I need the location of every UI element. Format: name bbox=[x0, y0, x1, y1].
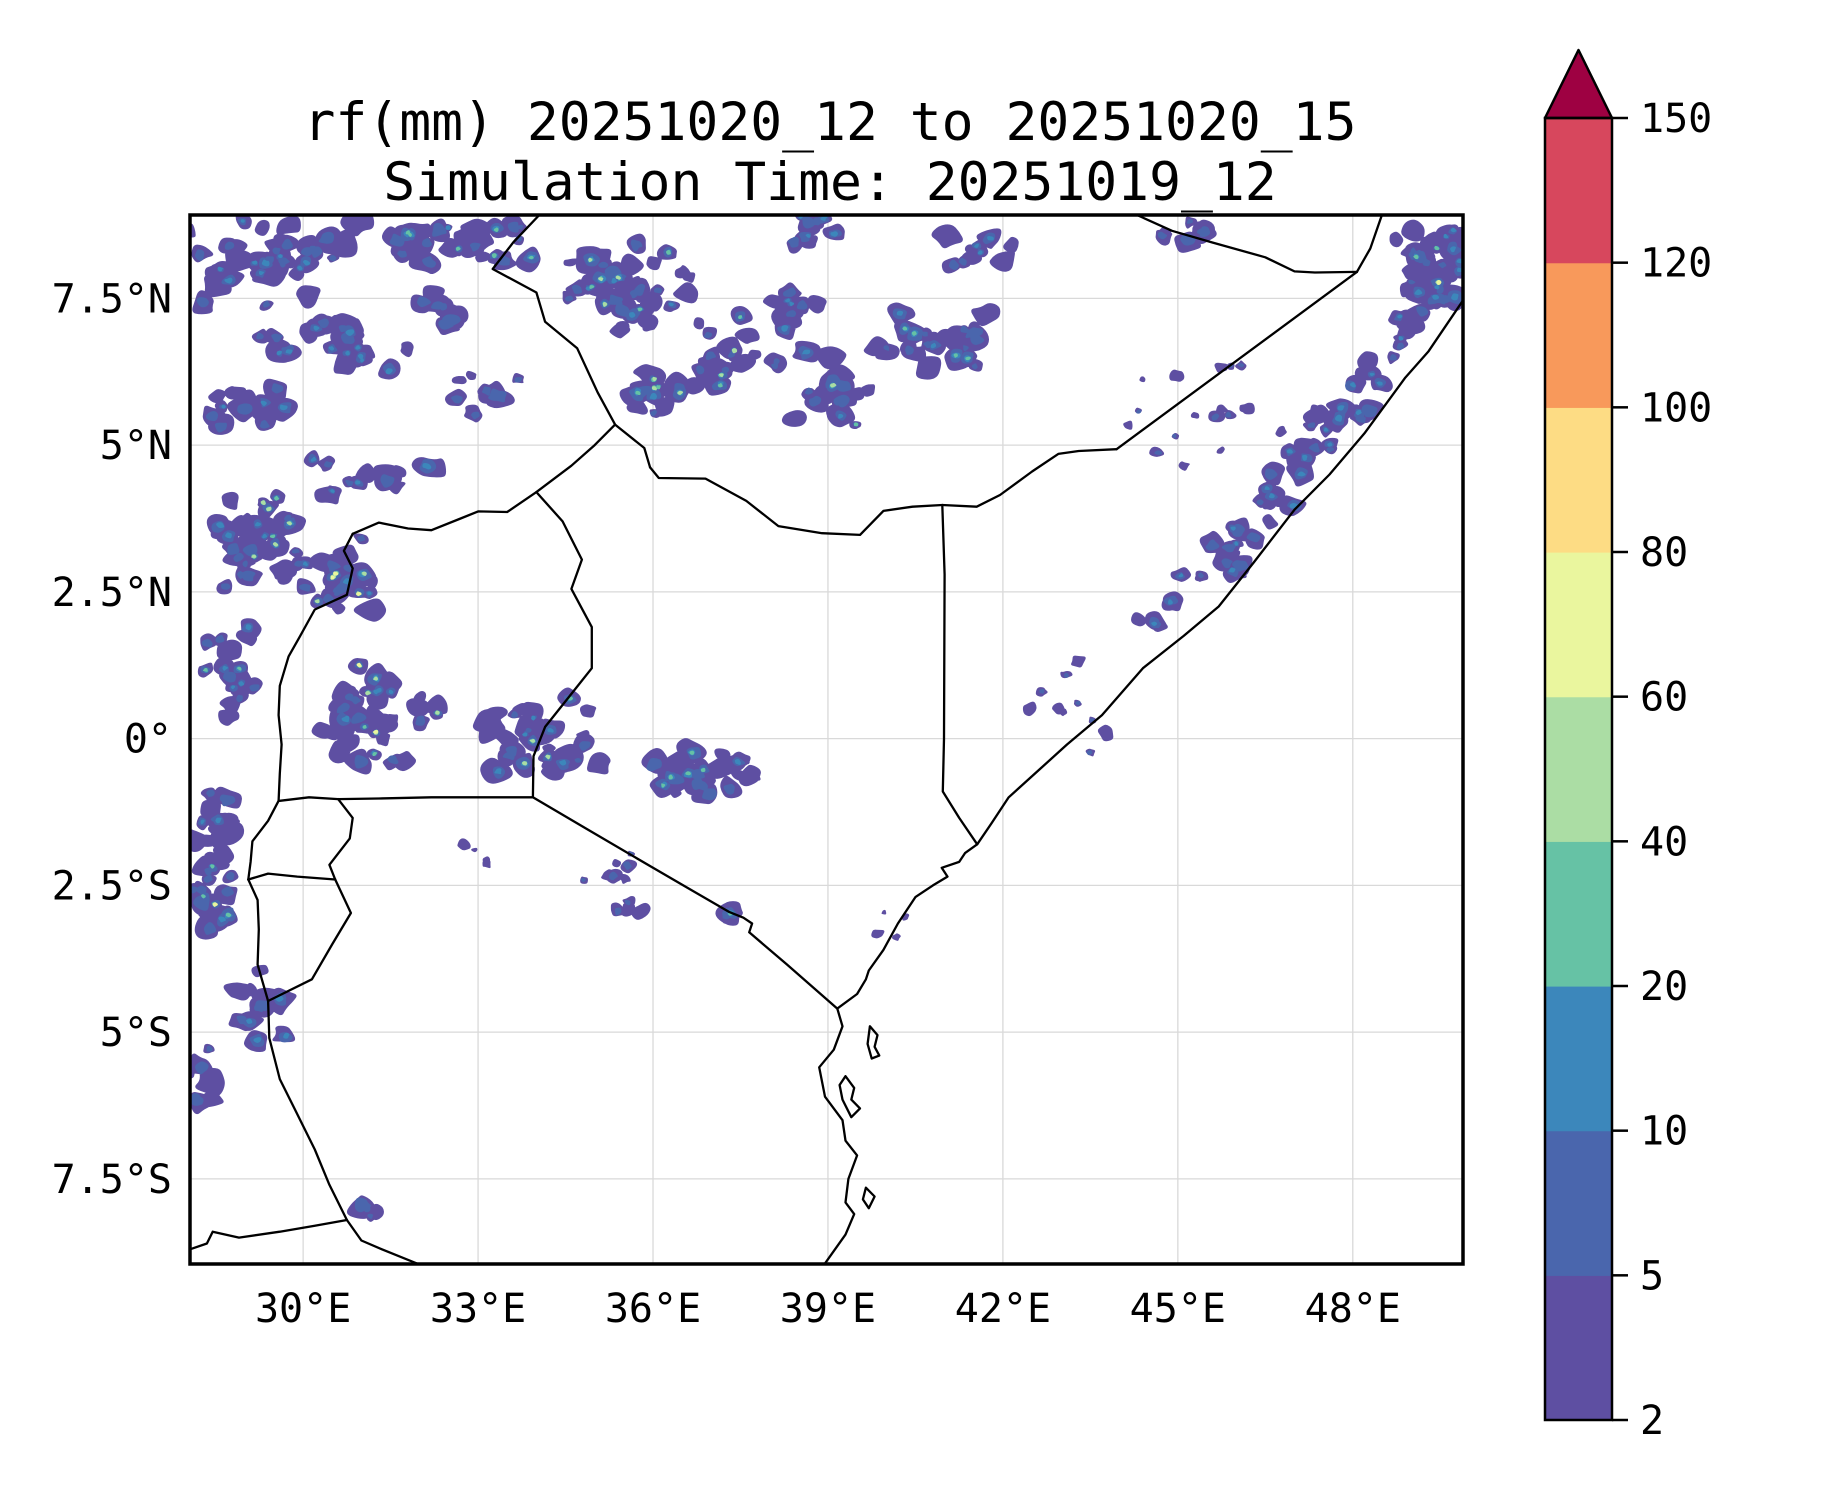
colorbar-outline bbox=[1543, 116, 1614, 1422]
colorbar-tick-label: 40 bbox=[1640, 819, 1688, 865]
rainfall-contours bbox=[190, 215, 1463, 1222]
colorbar-segment bbox=[1545, 1275, 1612, 1421]
x-tick-label: 42°E bbox=[955, 1286, 1051, 1332]
x-tick-label: 36°E bbox=[605, 1286, 701, 1332]
colorbar-tick-label: 60 bbox=[1640, 675, 1688, 721]
border-line bbox=[941, 448, 1118, 508]
border-line bbox=[535, 423, 617, 494]
y-tick-label: 2.5°S bbox=[52, 863, 172, 909]
border-line bbox=[328, 797, 354, 881]
border-line bbox=[278, 796, 535, 802]
border-line bbox=[648, 466, 944, 537]
chart-subtitle: Simulation Time: 20251019_12 bbox=[383, 152, 1276, 213]
border-line bbox=[266, 878, 353, 1003]
colorbar-tick-label: 150 bbox=[1640, 96, 1712, 142]
x-tick-label: 48°E bbox=[1305, 1286, 1401, 1332]
colorbar-segment bbox=[1545, 407, 1612, 553]
rain-level-2 bbox=[190, 215, 1463, 1043]
coastline bbox=[818, 300, 1463, 1264]
colorbar-segment bbox=[1545, 841, 1612, 987]
rain-level-3 bbox=[201, 227, 1441, 918]
y-tick-label: 5°S bbox=[100, 1010, 172, 1056]
x-tick-label: 45°E bbox=[1130, 1286, 1226, 1332]
x-axis-labels: 30°E 33°E 36°E 39°E 42°E 45°E 48°E bbox=[255, 1286, 1401, 1332]
colorbar-tick-label: 10 bbox=[1640, 1109, 1688, 1155]
colorbar-tick-label: 120 bbox=[1640, 241, 1712, 287]
border-line bbox=[247, 878, 270, 1003]
border-line bbox=[247, 872, 337, 881]
rain-level-0 bbox=[190, 215, 1463, 1222]
border-line bbox=[266, 999, 349, 1222]
colorbar-segment bbox=[1545, 118, 1612, 264]
x-tick-label: 30°E bbox=[255, 1286, 351, 1332]
border-line bbox=[491, 215, 652, 469]
border-line bbox=[1135, 215, 1359, 274]
colorbar-segment bbox=[1545, 696, 1612, 842]
colorbar-extend-triangle bbox=[1543, 48, 1614, 120]
country-borders bbox=[190, 215, 1463, 1264]
colorbar-tick-label: 80 bbox=[1640, 530, 1688, 576]
x-tick-label: 39°E bbox=[780, 1286, 876, 1332]
border-line bbox=[1115, 270, 1359, 451]
chart-title: rf(mm) 20251020_12 to 20251020_15 bbox=[304, 92, 1357, 153]
map-frame bbox=[188, 213, 1465, 1266]
y-tick-label: 7.5°S bbox=[52, 1157, 172, 1203]
colorbar-segment bbox=[1545, 262, 1612, 408]
border-line bbox=[351, 490, 538, 535]
y-tick-label: 0° bbox=[124, 717, 172, 763]
colorbar-tick-label: 20 bbox=[1640, 964, 1688, 1010]
border-line bbox=[190, 1218, 349, 1251]
border-line bbox=[941, 503, 979, 846]
map-area: 30°E 33°E 36°E 39°E 42°E 45°E 48°E 7.5°N 5°N 2.5°… bbox=[52, 213, 1465, 1332]
y-tick-label: 5°N bbox=[100, 423, 172, 469]
border-line bbox=[531, 796, 839, 1010]
x-tick-label: 33°E bbox=[430, 1286, 526, 1332]
colorbar-tick-label: 5 bbox=[1640, 1253, 1664, 1299]
border-line bbox=[277, 532, 354, 802]
gridlines bbox=[190, 215, 1463, 1264]
colorbar-tick-label: 2 bbox=[1640, 1398, 1664, 1444]
y-tick-label: 7.5°N bbox=[52, 276, 172, 322]
colorbar-segment bbox=[1545, 552, 1612, 698]
border-line bbox=[531, 490, 593, 799]
border-line bbox=[247, 799, 280, 881]
colorbar: 150 120 100 80 60 40 20 10 5 2 bbox=[1543, 48, 1712, 1444]
island-outline bbox=[838, 1075, 862, 1119]
y-tick-label: 2.5°N bbox=[52, 570, 172, 616]
colorbar-segment bbox=[1545, 986, 1612, 1132]
border-line bbox=[345, 1218, 418, 1264]
border-line bbox=[1355, 215, 1384, 274]
island-outline bbox=[861, 1186, 876, 1210]
colorbar-segment bbox=[1545, 1130, 1612, 1276]
colorbar-tick-label: 100 bbox=[1640, 385, 1712, 431]
island-outline bbox=[866, 1025, 881, 1060]
y-axis-labels: 7.5°N 5°N 2.5°N 0° 2.5°S 5°S 7.5°S bbox=[52, 276, 172, 1203]
